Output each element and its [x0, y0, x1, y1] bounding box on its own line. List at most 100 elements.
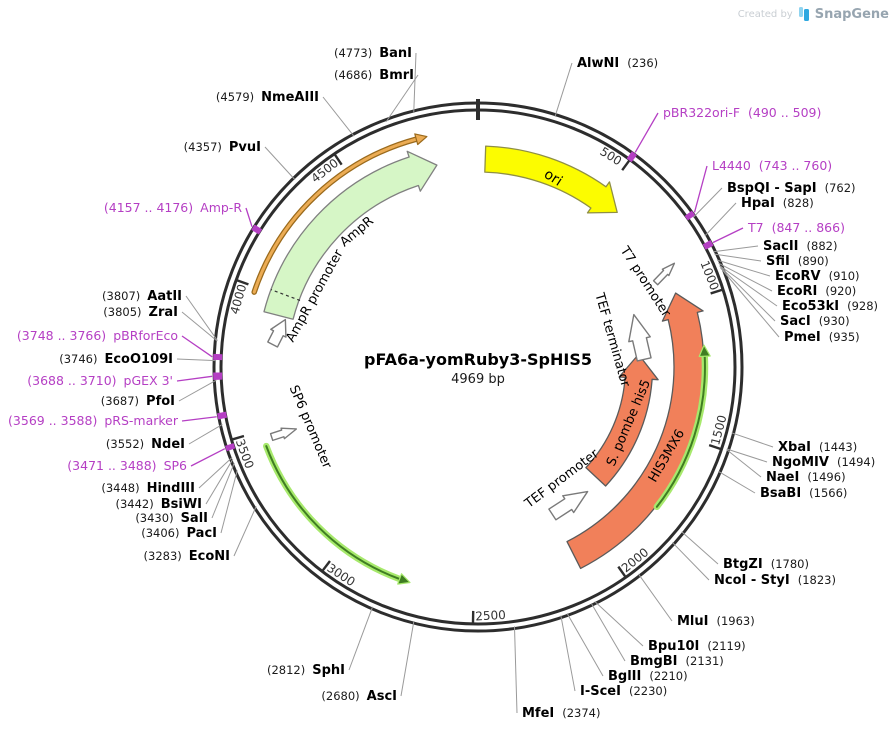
- site-label-XbaI[interactable]: XbaI (1443): [778, 440, 857, 455]
- primer-label-T7[interactable]: T7 (847 .. 866): [747, 220, 845, 235]
- site-label-EcoRI[interactable]: EcoRI (920): [777, 284, 856, 299]
- feature-arrow-ori[interactable]: [484, 145, 618, 214]
- site-label-AscI[interactable]: (2680) AscI: [321, 689, 397, 704]
- site-label-SacI[interactable]: SacI (930): [780, 314, 850, 329]
- site-label-SphI[interactable]: (2812) SphI: [267, 663, 345, 678]
- site-callout-NaeI: [726, 449, 762, 478]
- primer-label-pBR322ori-F[interactable]: pBR322ori-F (490 .. 509): [663, 105, 821, 120]
- his5-orf-arc-core: [655, 355, 706, 508]
- site-label-BanI[interactable]: (4773) BanI: [334, 46, 412, 61]
- site-label-BmgBI[interactable]: BmgBI (2131): [630, 654, 724, 669]
- feature-arrow-ampr[interactable]: [263, 150, 438, 320]
- site-label-I-SceI[interactable]: I-SceI (2230): [580, 684, 667, 699]
- site-label-AlwNI[interactable]: AlwNI (236): [577, 56, 658, 71]
- feature-label-tef-terminator: TEF terminator: [591, 290, 633, 389]
- site-label-Eco53kI[interactable]: Eco53kI (928): [782, 299, 878, 314]
- site-label-MluI[interactable]: MluI (1963): [677, 614, 755, 629]
- primer-callout-pBR322ori-F: [634, 112, 659, 153]
- primer-callout-pGEX 3': [176, 375, 213, 382]
- site-label-BsiWI[interactable]: (3442) BsiWI: [115, 497, 202, 512]
- site-callout-NdeI: [188, 423, 223, 445]
- site-label-NgoMIV[interactable]: NgoMIV (1494): [772, 455, 875, 470]
- site-label-BmrI[interactable]: (4686) BmrI: [334, 68, 414, 83]
- site-label-HpaI[interactable]: HpaI (828): [741, 196, 814, 211]
- watermark-created-by: Created by: [737, 8, 793, 20]
- primer-label-pGEX 3'[interactable]: (3688 .. 3710) pGEX 3': [27, 373, 173, 388]
- scale-tick-label-2500: 2500: [475, 608, 506, 624]
- site-callout-BspQI - SapI: [692, 187, 723, 218]
- site-callout-MluI: [638, 573, 673, 622]
- site-callout-Eco53kI: [719, 265, 778, 307]
- site-callout-HindIII: [198, 457, 233, 489]
- site-label-Bpu10I[interactable]: Bpu10I (2119): [648, 639, 746, 654]
- primer-label-pBRforEco[interactable]: (3748 .. 3766) pBRforEco: [17, 328, 178, 343]
- site-label-PacI[interactable]: (3406) PacI: [141, 526, 217, 541]
- site-callout-BsiWI: [205, 459, 234, 505]
- site-callout-AlwNI: [554, 62, 573, 117]
- site-callout-NmeAIII: [322, 96, 355, 137]
- site-label-SfiI[interactable]: SfiI (890): [766, 254, 829, 269]
- promoter-arrow-tef-promoter[interactable]: [547, 483, 593, 523]
- scale-tick-1500: [708, 443, 722, 451]
- primer-region-Amp-R: [251, 224, 263, 235]
- snapgene-logo-icon: [798, 7, 809, 21]
- primer-label-L4440[interactable]: L4440 (743 .. 760): [712, 158, 832, 173]
- site-label-AatII[interactable]: (3807) AatII: [102, 289, 182, 304]
- site-callout-BglII: [566, 613, 604, 677]
- site-label-BsaBI[interactable]: BsaBI (1566): [760, 486, 847, 501]
- site-callout-Bpu10I: [594, 601, 644, 647]
- promoter-arrow-tef-terminator[interactable]: [623, 312, 655, 362]
- site-callout-PvuI: [264, 146, 296, 180]
- promoter-arrow-ampr-promoter[interactable]: [265, 316, 293, 349]
- site-callout-SacI: [719, 265, 776, 322]
- site-label-NcoI - StyI[interactable]: NcoI - StyI (1823): [714, 573, 836, 588]
- site-callout-BmrI: [385, 74, 419, 122]
- site-label-NaeI[interactable]: NaeI (1496): [766, 470, 846, 485]
- site-label-EcoRV[interactable]: EcoRV (910): [775, 269, 860, 284]
- site-callout-AscI: [400, 620, 415, 697]
- site-label-BglII[interactable]: BglII (2210): [608, 669, 688, 684]
- site-label-PfoI[interactable]: (3687) PfoI: [101, 394, 175, 409]
- primer-region-pBR322ori-F: [626, 151, 638, 163]
- site-label-SacII[interactable]: SacII (882): [763, 239, 837, 254]
- site-label-ZraI[interactable]: (3805) ZraI: [103, 305, 178, 320]
- site-callout-BsaBI: [718, 470, 756, 494]
- site-callout-HpaI: [704, 202, 737, 237]
- primer-label-Amp-R[interactable]: (4157 .. 4176) Amp-R: [104, 200, 242, 215]
- bottom-orf-arc-base: [263, 442, 403, 583]
- scale-tick-3000: [321, 560, 331, 573]
- plasmid-name: pFA6a-yomRuby3-SpHIS5: [364, 350, 592, 369]
- bottom-orf-arc-core: [265, 445, 401, 580]
- site-callout-EcoRV: [717, 259, 771, 277]
- site-callout-ZraI: [181, 311, 218, 342]
- site-label-BspQI - SapI[interactable]: BspQI - SapI (762): [727, 181, 856, 196]
- his5-orf-arc-arrowhead: [698, 344, 711, 358]
- promoter-arrow-t7-promoter[interactable]: [652, 260, 677, 286]
- site-label-MfeI[interactable]: MfeI (2374): [522, 706, 601, 721]
- primer-label-pRS-marker[interactable]: (3569 .. 3588) pRS-marker: [8, 413, 179, 428]
- primer-label-SP6[interactable]: (3471 .. 3488) SP6: [67, 458, 187, 473]
- site-label-PvuI[interactable]: (4357) PvuI: [184, 140, 261, 155]
- site-callout-PacI: [220, 470, 238, 534]
- primer-region-SP6: [225, 443, 236, 452]
- site-label-BtgZI[interactable]: BtgZI (1780): [723, 557, 809, 572]
- site-label-EcoNI[interactable]: (3283) EcoNI: [144, 549, 230, 564]
- site-callout-BanI: [413, 52, 417, 114]
- scale-tick-2000: [617, 565, 627, 578]
- site-label-NdeI[interactable]: (3552) NdeI: [106, 437, 185, 452]
- promoter-arrow-sp6-promoter[interactable]: [269, 424, 298, 442]
- feature-label-t7-promoter: T7 promoter: [616, 243, 673, 320]
- site-label-PmeI[interactable]: PmeI (935): [784, 330, 860, 345]
- primer-region-T7: [702, 239, 714, 250]
- primer-callout-Amp-R: [245, 207, 253, 227]
- primer-callout-pBRforEco: [181, 335, 213, 358]
- site-callout-MfeI: [513, 626, 518, 714]
- site-label-SalI[interactable]: (3430) SalI: [135, 511, 208, 526]
- site-label-EcoO109I[interactable]: (3746) EcoO109I: [59, 352, 173, 367]
- site-label-HindIII[interactable]: (3448) HindIII: [101, 481, 195, 496]
- scale-tick-1000: [710, 288, 724, 295]
- plasmid-title-block: pFA6a-yomRuby3-SpHIS5 4969 bp: [364, 350, 592, 387]
- site-callout-NgoMIV: [726, 448, 768, 463]
- site-label-NmeAIII[interactable]: (4579) NmeAIII: [216, 90, 319, 105]
